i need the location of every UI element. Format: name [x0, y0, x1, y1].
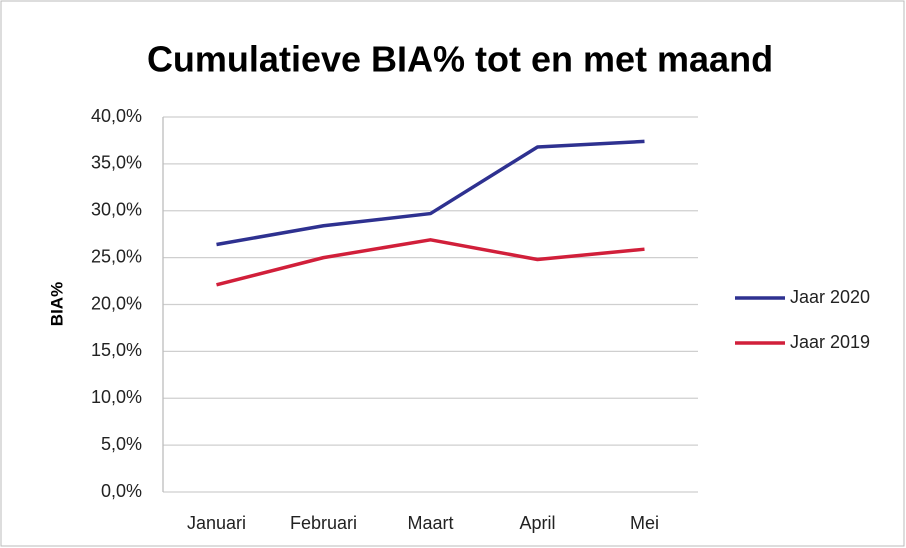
y-axis-label: BIA%: [47, 282, 66, 326]
legend-label: Jaar 2019: [790, 332, 870, 352]
legend-label: Jaar 2020: [790, 287, 870, 307]
series-line: [216, 139, 645, 247]
y-tick-label: 40,0%: [91, 106, 142, 126]
y-tick-label: 35,0%: [91, 153, 142, 173]
x-tick-label: April: [519, 513, 555, 533]
y-tick-label: 20,0%: [91, 293, 142, 313]
chart-title: Cumulatieve BIA% tot en met maand: [147, 39, 773, 80]
y-tick-label: 30,0%: [91, 200, 142, 220]
x-tick-label: Mei: [630, 513, 659, 533]
y-tick-label: 5,0%: [101, 434, 142, 454]
y-tick-label: 0,0%: [101, 481, 142, 501]
y-tick-label: 10,0%: [91, 387, 142, 407]
series-line: [216, 238, 645, 287]
y-tick-label: 25,0%: [91, 246, 142, 266]
y-tick-label: 15,0%: [91, 340, 142, 360]
x-tick-label: Januari: [187, 513, 246, 533]
x-tick-label: Februari: [290, 513, 357, 533]
x-tick-label: Maart: [407, 513, 453, 533]
